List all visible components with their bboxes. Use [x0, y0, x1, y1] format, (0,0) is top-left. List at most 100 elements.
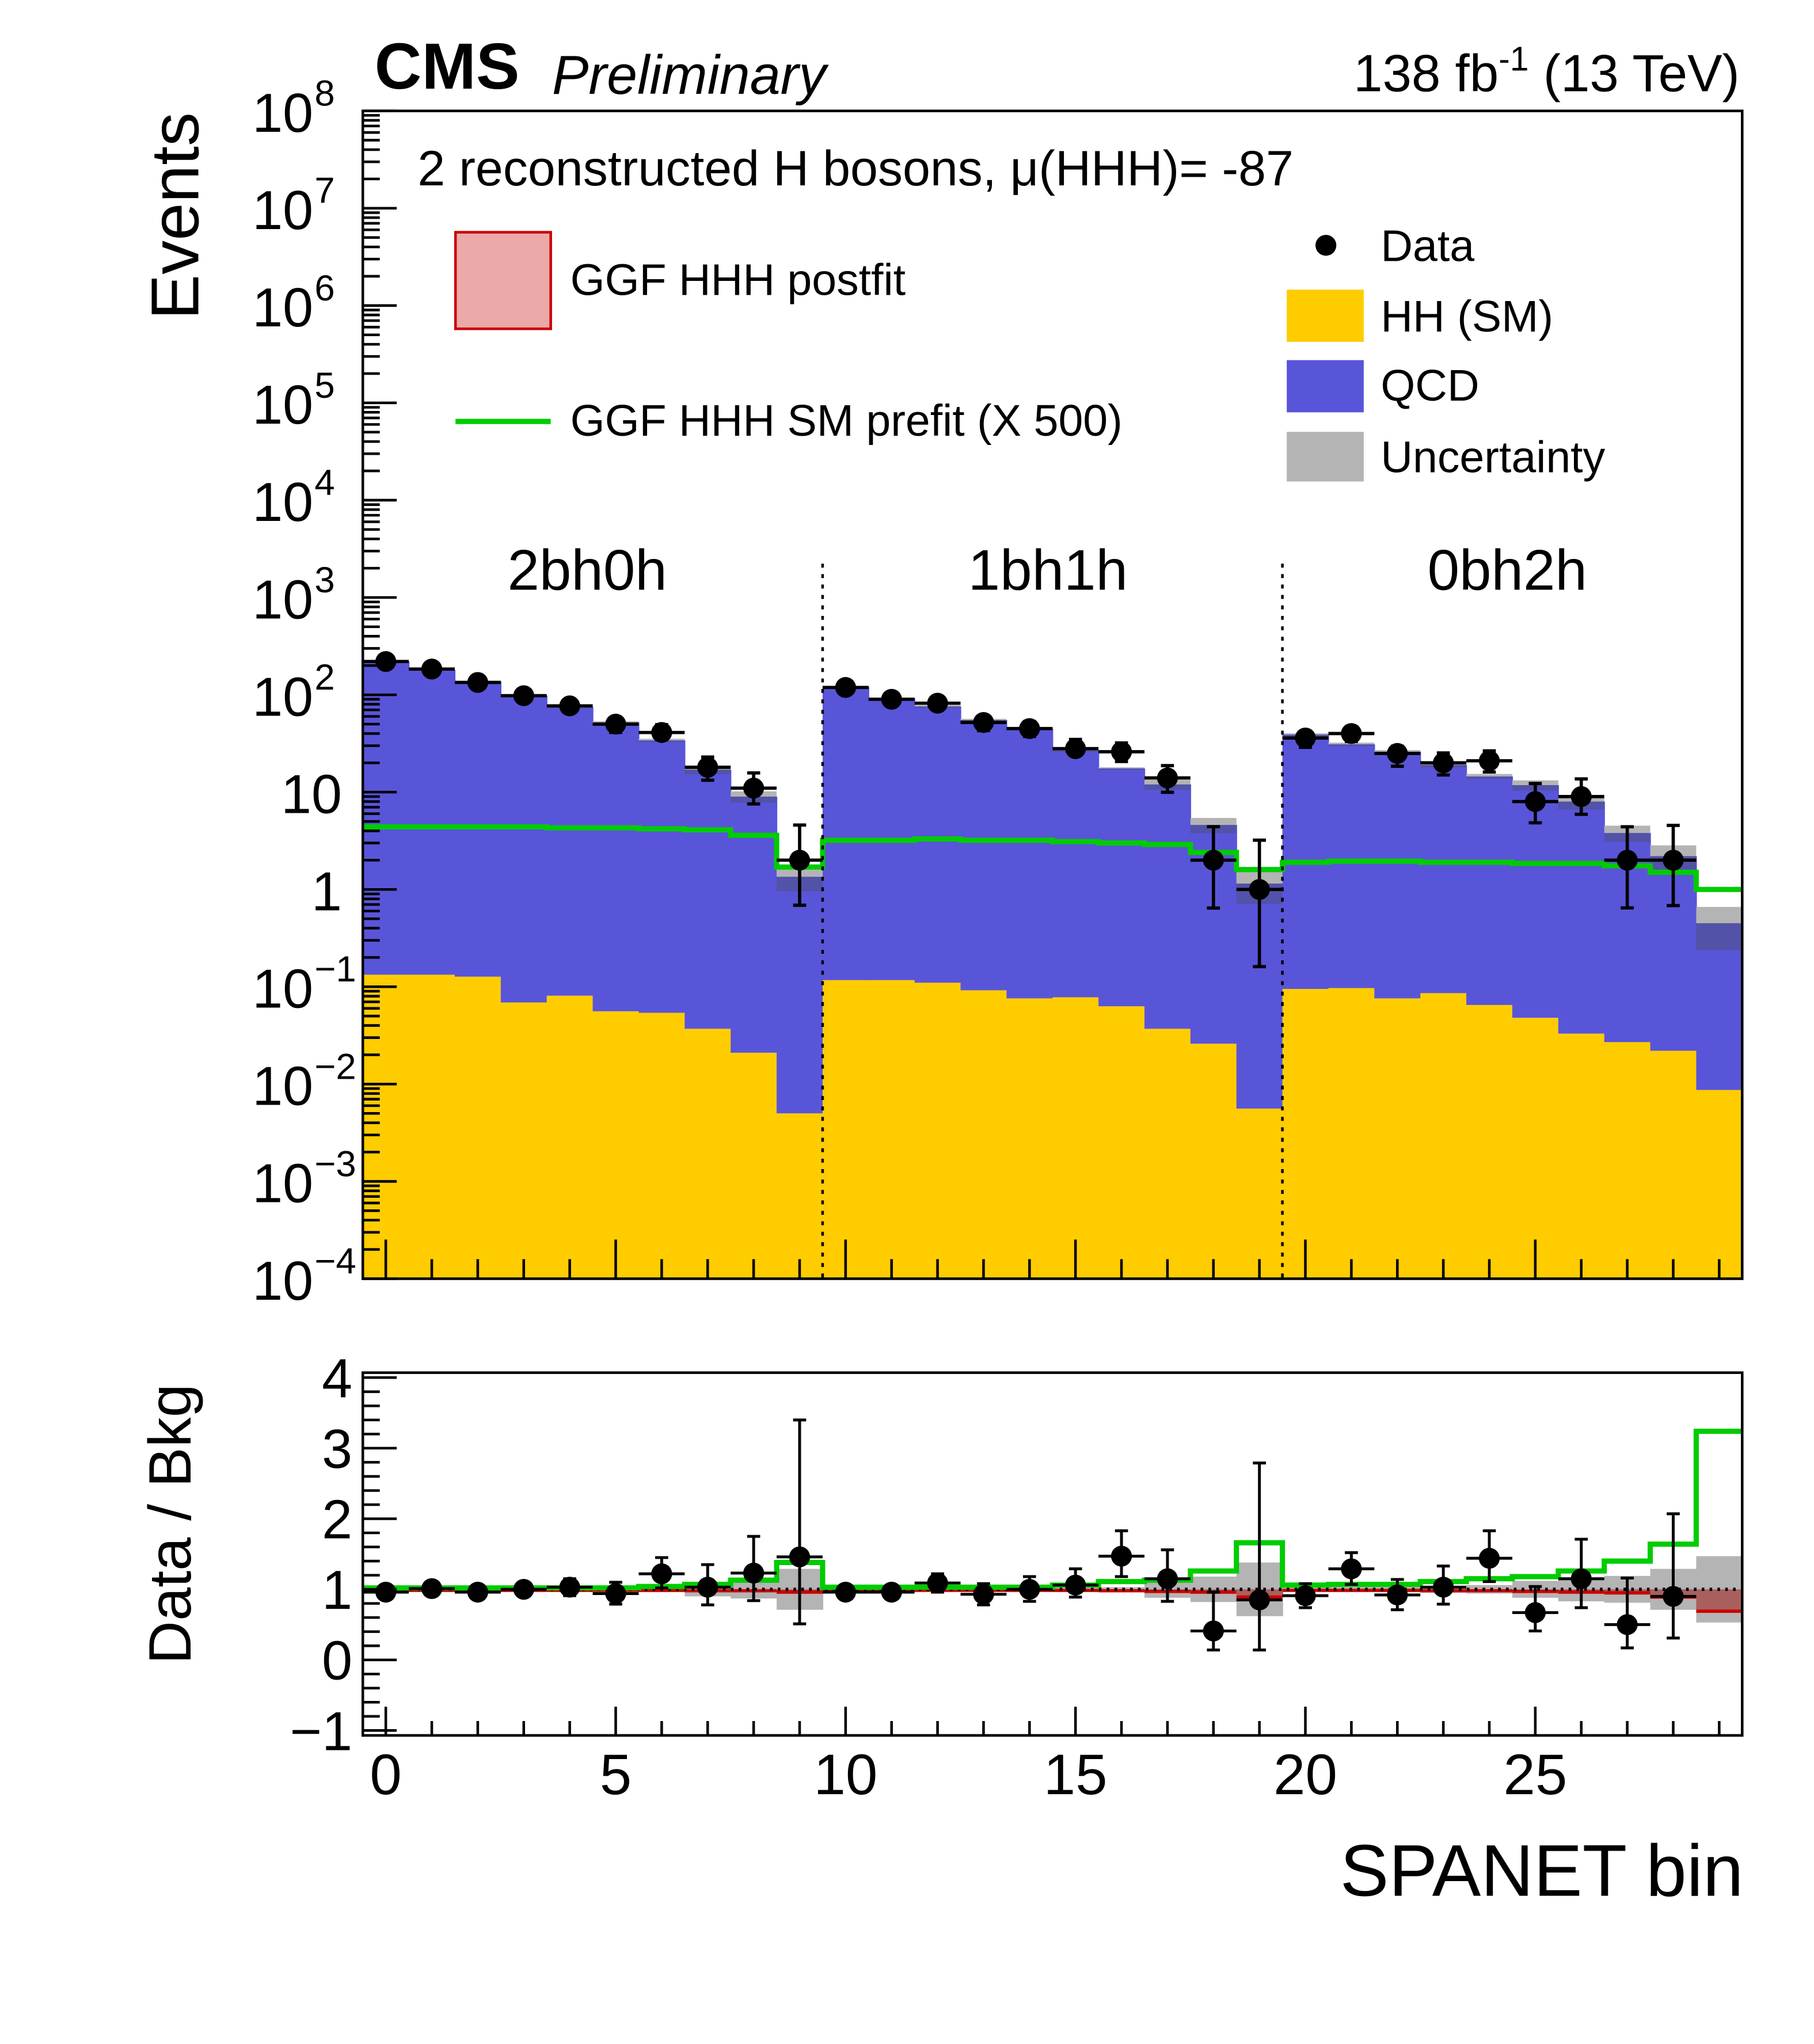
hh-bar — [1466, 1004, 1513, 1279]
qcd-bar — [960, 720, 1007, 991]
hh-bar — [500, 1002, 547, 1279]
legend-hh-swatch — [1287, 290, 1364, 342]
legend-data-label: Data — [1381, 221, 1474, 271]
ratio-y-axis-title: Data / Bkg — [137, 1384, 204, 1664]
qcd-bar — [1098, 768, 1146, 1007]
hh-bar — [1006, 998, 1054, 1279]
uncertainty-band-upper — [1696, 907, 1743, 923]
y-tick-exponent: −4 — [314, 1241, 356, 1281]
hh-bar — [1236, 1108, 1283, 1279]
hh-bar — [731, 1052, 778, 1279]
uncertainty-band-lower — [1696, 923, 1743, 950]
y-tick-base: 10 — [252, 1251, 313, 1312]
ratio-data-point — [1663, 1586, 1684, 1607]
qcd-bar — [546, 707, 594, 996]
hh-bar — [546, 995, 594, 1279]
qcd-bar — [1328, 744, 1375, 988]
ratio-y-tick-label: 4 — [322, 1348, 352, 1409]
y-axis-title: Events — [137, 112, 213, 319]
qcd-bar — [1144, 784, 1191, 1029]
ratio-data-point — [421, 1578, 443, 1600]
data-point — [927, 692, 948, 714]
y-tick-label: 10 — [252, 569, 313, 630]
hh-bar — [1098, 1006, 1146, 1279]
ratio-data-point — [1157, 1568, 1178, 1589]
hh-bar — [592, 1011, 640, 1279]
plot-title: 2 reconstructed H bosons, μ(HHH)= -87 — [417, 141, 1294, 196]
legend-qcd-swatch — [1287, 360, 1364, 413]
ratio-data-point — [1478, 1548, 1500, 1569]
hh-bar — [1604, 1042, 1651, 1279]
ratio-data-point — [1432, 1577, 1454, 1598]
y-tick-base: 10 — [252, 1154, 313, 1215]
ratio-data-point — [1065, 1574, 1086, 1596]
experiment-label: CMS — [375, 30, 520, 103]
y-tick-exponent: 6 — [314, 268, 334, 309]
hh-bar — [684, 1029, 732, 1279]
ratio-data-point — [881, 1581, 902, 1603]
hh-bar — [822, 980, 869, 1279]
hh-bar — [638, 1013, 686, 1279]
legend-uncertainty-label: Uncertainty — [1381, 433, 1605, 482]
x-tick-label: 25 — [1503, 1743, 1567, 1807]
region-label-2bh0h: 2bh0h — [507, 539, 667, 603]
data-point — [375, 651, 397, 672]
y-tick-exponent: 8 — [314, 74, 334, 114]
uncertainty-band-lower — [1466, 776, 1512, 779]
ratio-data-point — [743, 1562, 765, 1584]
ratio-data-point — [1249, 1589, 1270, 1611]
y-tick-label: 10 — [252, 180, 313, 241]
y-tick-exponent: −3 — [314, 1144, 356, 1184]
legend-postfit-swatch — [454, 231, 552, 330]
qcd-bar — [1558, 801, 1605, 1034]
lumi-base: 138 fb — [1353, 45, 1499, 103]
y-tick-exponent: −2 — [314, 1046, 356, 1087]
qcd-bar — [592, 722, 640, 1011]
data-point — [1249, 879, 1270, 900]
y-tick-base: 10 — [252, 277, 313, 338]
y-tick-label: 10 — [252, 375, 313, 436]
qcd-bar — [1466, 776, 1513, 1005]
ratio-y-tick-label: −1 — [290, 1701, 353, 1762]
hh-bar — [1052, 997, 1100, 1279]
y-tick-label: 10 — [252, 667, 313, 728]
ratio-data-point — [1019, 1578, 1040, 1600]
data-point — [697, 756, 718, 778]
lumi-label: 138 fb-1 (13 TeV) — [1353, 40, 1740, 102]
ratio-data-point — [1295, 1585, 1316, 1607]
data-point — [421, 659, 443, 680]
y-tick-label: 10 — [252, 1056, 313, 1117]
uncertainty-band-upper — [1098, 767, 1144, 769]
y-tick-base: 1 — [311, 861, 342, 922]
data-point — [513, 685, 534, 706]
data-point — [1157, 767, 1178, 789]
hh-bar — [409, 975, 456, 1279]
data-point — [1203, 850, 1224, 871]
data-point — [1341, 723, 1362, 744]
x-tick-label: 15 — [1044, 1743, 1108, 1807]
ratio-y-tick-label: 1 — [322, 1560, 352, 1621]
hh-bar — [1512, 1018, 1559, 1279]
legend-prefit-label: GGF HHH SM prefit (X 500) — [571, 396, 1123, 446]
ratio-plot-marks — [363, 1418, 1743, 1652]
uncertainty-band-lower — [1098, 768, 1144, 770]
main-plot-marks — [363, 564, 1743, 1279]
y-tick-exponent: 7 — [314, 171, 334, 211]
qcd-bar — [1006, 728, 1054, 999]
x-axis-title: SPANET bin — [1340, 1830, 1744, 1912]
y-tick-label: 10 — [281, 764, 342, 825]
uncertainty-band-lower — [1328, 744, 1375, 747]
qcd-bar — [363, 661, 410, 975]
ratio-frame — [361, 1371, 1744, 1737]
ratio-data-point — [1203, 1620, 1224, 1642]
data-point — [1065, 738, 1086, 759]
lumi-energy: (13 TeV) — [1529, 45, 1740, 103]
hh-bar — [1282, 989, 1329, 1279]
legend-postfit-label: GGF HHH postfit — [571, 255, 906, 304]
legend-hh-label: HH (SM) — [1381, 292, 1553, 341]
ratio-data-point — [375, 1581, 397, 1603]
ratio-data-point — [513, 1578, 534, 1600]
hh-bar — [1420, 993, 1467, 1279]
data-point — [1663, 850, 1684, 871]
data-point — [743, 778, 765, 799]
